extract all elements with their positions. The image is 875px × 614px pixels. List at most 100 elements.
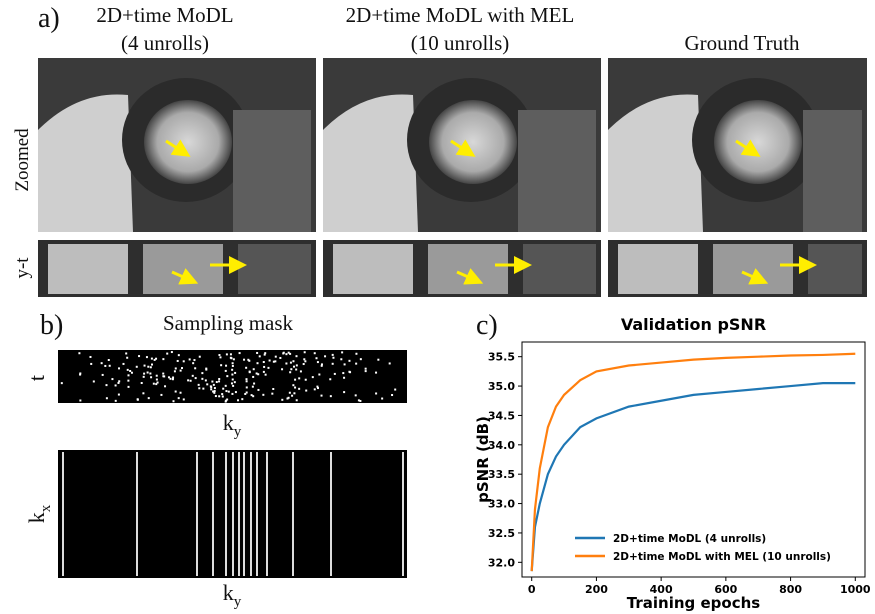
mask-dot bbox=[118, 367, 121, 370]
mask-dot bbox=[173, 370, 176, 373]
mask-dot bbox=[155, 357, 158, 360]
axis-label: ky bbox=[223, 410, 242, 440]
arrow bbox=[165, 139, 191, 157]
mask-dot bbox=[262, 393, 265, 396]
mask-dot bbox=[320, 363, 323, 366]
mask-dot bbox=[289, 371, 292, 374]
mask-line bbox=[402, 452, 404, 576]
mask-dot bbox=[272, 387, 275, 390]
mask-dot bbox=[182, 398, 185, 401]
mask-dot bbox=[245, 366, 248, 369]
mask-dot bbox=[329, 395, 332, 398]
mask-dot bbox=[172, 400, 175, 403]
mask-dot bbox=[218, 380, 221, 383]
mask-dot bbox=[220, 364, 223, 367]
y-tick-label: 33.0 bbox=[488, 498, 515, 511]
mask-dot bbox=[210, 388, 213, 391]
mask-dot bbox=[364, 367, 367, 370]
mask-dot bbox=[101, 373, 104, 376]
mask-dot bbox=[243, 358, 246, 361]
mask-dot bbox=[142, 392, 145, 395]
y-tick-label: 33.5 bbox=[488, 468, 515, 481]
mask-line bbox=[196, 452, 198, 576]
mask-dot bbox=[343, 391, 346, 394]
mask-dot bbox=[129, 370, 132, 373]
mask-line bbox=[238, 452, 240, 576]
mask-dot bbox=[252, 375, 255, 378]
mask-dot bbox=[320, 394, 323, 397]
mask-dot bbox=[256, 351, 259, 354]
mask-dot bbox=[205, 367, 208, 370]
mask-dot bbox=[221, 395, 224, 398]
x-tick-label: 200 bbox=[585, 583, 608, 596]
mask-dot bbox=[114, 399, 117, 402]
plot-frame bbox=[521, 341, 866, 578]
mask-dot bbox=[212, 390, 215, 393]
x-tick-label: 1000 bbox=[840, 583, 871, 596]
mask-dot bbox=[234, 371, 237, 374]
mask-dot bbox=[174, 390, 177, 393]
mask-dot bbox=[225, 364, 228, 367]
mask-dot bbox=[140, 382, 143, 385]
mask-dot bbox=[295, 364, 298, 367]
mask-dot bbox=[292, 360, 295, 363]
mask-dot bbox=[152, 382, 155, 385]
mask-line bbox=[225, 452, 227, 576]
mask-dot bbox=[299, 370, 302, 373]
mask-dot bbox=[292, 384, 295, 387]
anatomy bbox=[608, 94, 703, 232]
mask-dot bbox=[289, 361, 292, 364]
mask-dot bbox=[230, 382, 233, 385]
mask-dot bbox=[155, 378, 158, 381]
mask-dot bbox=[205, 368, 208, 371]
mask-line bbox=[212, 452, 214, 576]
y-tick-label: 35.0 bbox=[488, 380, 515, 393]
mask-dot bbox=[204, 379, 207, 382]
mask-dot bbox=[147, 397, 150, 400]
mask-dot bbox=[256, 362, 259, 365]
mask-dot bbox=[252, 368, 255, 371]
mask-dot bbox=[219, 356, 222, 359]
mask-dot bbox=[232, 358, 235, 361]
mask-dot bbox=[295, 355, 298, 358]
mask-dot bbox=[238, 352, 241, 355]
mask-dot bbox=[295, 368, 298, 371]
mask-dot bbox=[316, 387, 319, 390]
mask-dot bbox=[230, 357, 233, 360]
mask-dot bbox=[357, 399, 360, 402]
mask-dot bbox=[197, 383, 200, 386]
heart bbox=[714, 100, 802, 184]
mask-dot bbox=[105, 384, 108, 387]
mask-dot bbox=[111, 378, 114, 381]
mask-dot bbox=[377, 358, 380, 361]
mask-dot bbox=[231, 373, 234, 376]
mask-dot bbox=[324, 355, 327, 358]
mask-dot bbox=[257, 388, 260, 391]
axis-label: kx bbox=[24, 504, 54, 523]
mask-dot bbox=[229, 353, 232, 356]
mask-dot bbox=[263, 365, 266, 368]
mask-dot bbox=[264, 352, 267, 355]
mask-dot bbox=[177, 397, 180, 400]
mask-dot bbox=[331, 362, 334, 365]
mask-dot bbox=[251, 385, 254, 388]
arrow bbox=[456, 268, 484, 285]
row-label: y-t bbox=[12, 257, 33, 279]
mask-dot bbox=[293, 365, 296, 368]
column-title: 2D+time MoDL with MEL bbox=[346, 3, 575, 27]
mask-dot bbox=[107, 359, 110, 362]
axis-label-main: k bbox=[223, 580, 234, 605]
mask-dot bbox=[391, 394, 394, 397]
mask-dot bbox=[192, 362, 195, 365]
mask-dot bbox=[224, 369, 227, 372]
mask-dot bbox=[262, 370, 265, 373]
mask-dot bbox=[381, 397, 384, 400]
mask-dot bbox=[341, 351, 344, 354]
mask-dot bbox=[188, 358, 191, 361]
mask-dot bbox=[171, 378, 174, 381]
mask-dot bbox=[162, 372, 165, 375]
legend-label: 2D+time MoDL with MEL (10 unrolls) bbox=[613, 551, 831, 563]
mask-dot bbox=[257, 373, 260, 376]
mask-dot bbox=[331, 353, 334, 356]
mask-dot bbox=[313, 352, 316, 355]
